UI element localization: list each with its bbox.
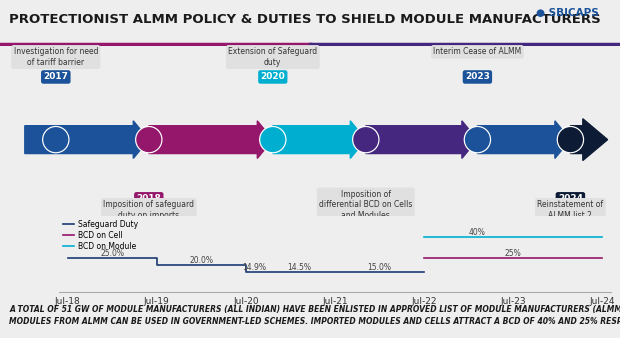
Ellipse shape [44,128,68,151]
Ellipse shape [353,126,379,153]
FancyArrow shape [570,119,608,161]
Text: 2018: 2018 [136,194,161,203]
Ellipse shape [137,128,161,151]
Text: 2020: 2020 [260,72,285,81]
Ellipse shape [354,128,378,151]
FancyArrow shape [366,121,477,159]
Text: Reinstatement of
ALMM list 2: Reinstatement of ALMM list 2 [538,200,603,220]
Text: 2024: 2024 [558,194,583,203]
Ellipse shape [557,126,583,153]
Ellipse shape [466,128,489,151]
Text: 25%: 25% [505,249,521,258]
Text: 2023: 2023 [465,72,490,81]
Text: 2021: 2021 [353,194,378,203]
Text: Imposition of
differential BCD on Cells
and Modules: Imposition of differential BCD on Cells … [319,190,412,220]
Ellipse shape [43,126,69,153]
Text: 15.0%: 15.0% [367,263,391,271]
Ellipse shape [260,126,286,153]
FancyArrow shape [273,121,366,159]
FancyArrow shape [25,121,149,159]
Text: 25.0%: 25.0% [100,249,124,258]
Text: A TOTAL OF 51 GW OF MODULE MANUFACTURERS (ALL INDIAN) HAVE BEEN ENLISTED IN APPR: A TOTAL OF 51 GW OF MODULE MANUFACTURERS… [9,305,620,325]
Text: 2017: 2017 [43,72,68,81]
Ellipse shape [261,128,285,151]
Legend: Safeguard Duty, BCD on Cell, BCD on Module: Safeguard Duty, BCD on Cell, BCD on Modu… [63,220,138,251]
Text: Imposition of safeguard
duty on imports: Imposition of safeguard duty on imports [104,200,194,220]
FancyArrow shape [149,121,273,159]
Ellipse shape [559,128,582,151]
Text: 14.5%: 14.5% [287,263,311,272]
Text: Investigation for need
of tariff barrier: Investigation for need of tariff barrier [14,47,98,67]
Text: Extension of Safeguard
duty: Extension of Safeguard duty [228,47,317,67]
Ellipse shape [136,126,162,153]
Text: 20.0%: 20.0% [189,256,213,265]
Ellipse shape [464,126,490,153]
Text: ● SBICAPS: ● SBICAPS [536,8,599,18]
Text: 40%: 40% [469,228,485,237]
FancyArrow shape [477,121,570,159]
Text: 14.9%: 14.9% [242,263,267,272]
Text: PROTECTIONIST ALMM POLICY & DUTIES TO SHIELD MODULE MANUFACTURERS: PROTECTIONIST ALMM POLICY & DUTIES TO SH… [9,13,601,26]
Text: Interim Cease of ALMM: Interim Cease of ALMM [433,47,521,56]
